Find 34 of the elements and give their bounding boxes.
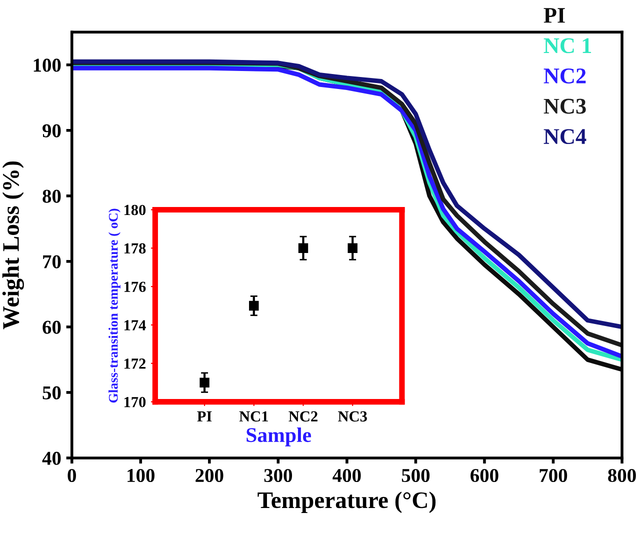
y-axis-title: Glass-transition temperature ( oC) [108,208,120,403]
x-tick-label: PI [197,411,212,422]
x-tick-label: 200 [196,468,224,482]
x-tick-label: NC1 [239,411,268,422]
text: NC2 [544,68,586,84]
x-tick-label: 600 [470,468,498,482]
x-tick-label: NC2 [288,411,318,422]
y-tick-label: 180 [124,204,146,216]
y-tick-label: 40 [42,452,61,465]
y-tick-label: 178 [124,243,146,254]
x-tick-label: 300 [264,468,292,482]
x-tick-label: 400 [332,468,361,482]
x-tick-label: 700 [540,468,568,482]
text: NC4 [544,129,586,144]
y-tick-label: 80 [42,190,61,203]
y-tick-label: 60 [42,320,61,334]
y-tick-label: 50 [42,386,61,400]
y-tick-label: 90 [42,124,61,138]
y-tick-label: 172 [124,358,146,369]
text: NC 1 [544,38,592,54]
text: PI [544,8,565,23]
x-tick-label: 0 [68,468,76,482]
y-tick-label: 176 [124,282,146,292]
x-axis-title: Sample [246,427,312,446]
x-tick-label: NC3 [338,411,367,422]
x-tick-label: 800 [608,468,636,482]
y-tick-label: 100 [34,58,61,72]
x-axis-title: Temperature (°C) [258,492,436,513]
y-tick-label: 170 [124,396,146,408]
x-tick-label: 500 [402,468,430,482]
y-tick-label: 70 [43,255,61,268]
text: NC3 [544,98,586,114]
y-tick-label: 174 [124,320,146,330]
y-axis-title: Weight Loss (%) [2,161,24,330]
